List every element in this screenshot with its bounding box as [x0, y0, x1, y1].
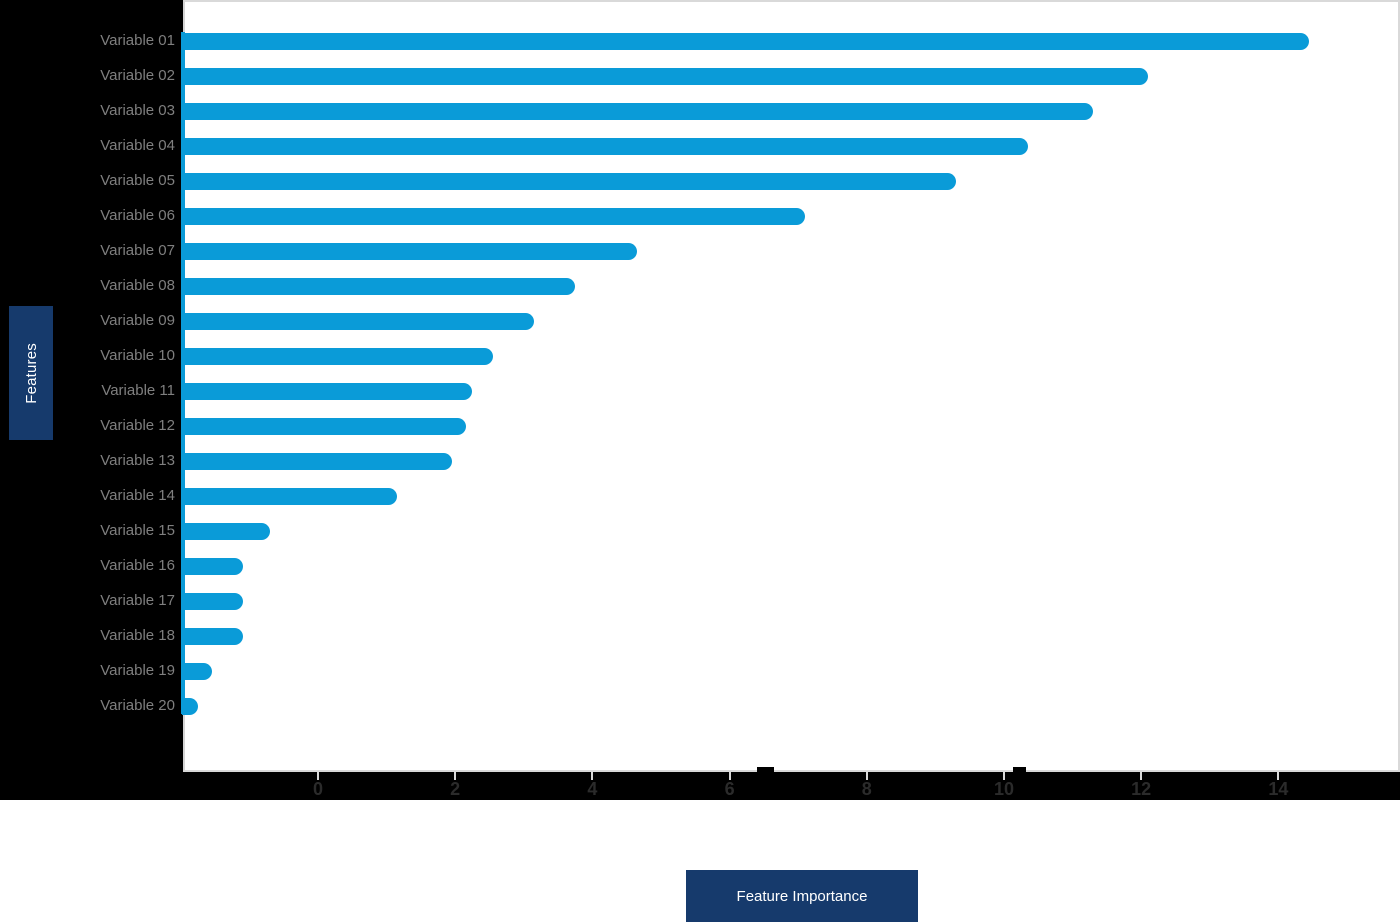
bar-variable-07 [182, 242, 637, 260]
category-label: Variable 12 [100, 417, 175, 434]
category-label: Variable 07 [100, 242, 175, 259]
bar-variable-14 [182, 487, 397, 505]
category-label: Variable 16 [100, 557, 175, 574]
x-tick-mark [728, 772, 731, 780]
category-label: Variable 20 [100, 697, 175, 714]
x-tick-label: 14 [1268, 779, 1289, 799]
category-label: Variable 08 [100, 277, 175, 294]
category-label: Variable 11 [101, 382, 175, 399]
x-axis-title: Feature Importance [736, 887, 868, 905]
bar-variable-11 [182, 382, 473, 400]
bar-variable-19 [182, 662, 212, 680]
bar-variable-05 [182, 172, 956, 190]
category-label: Variable 14 [100, 487, 175, 504]
x-tick-mark [1277, 772, 1280, 780]
x-tick-mark [1140, 772, 1143, 780]
category-label: Variable 02 [100, 67, 175, 84]
y-axis-blue-spine [181, 32, 185, 714]
category-label: Variable 17 [100, 592, 175, 609]
bar-variable-01 [182, 32, 1310, 50]
bottom-black-strip [183, 772, 1400, 800]
x-tick-mark [1003, 772, 1005, 780]
x-axis-title-box: Feature Importance [686, 870, 918, 922]
bar-variable-15 [182, 522, 270, 540]
x-tick-mark [865, 772, 868, 780]
x-tick-label: 12 [1131, 779, 1152, 799]
x-tick-label: 6 [724, 779, 735, 799]
category-label: Variable 19 [100, 662, 175, 679]
x-tick-mark [454, 772, 457, 780]
category-label: Variable 06 [100, 207, 175, 224]
bar-variable-04 [182, 137, 1028, 155]
category-label: Variable 01 [100, 32, 175, 49]
x-tick-label: 4 [587, 779, 598, 799]
category-label: Variable 15 [100, 522, 175, 539]
category-label: Variable 13 [100, 452, 175, 469]
x-tick-label: 0 [312, 779, 323, 799]
x-tick-label: 8 [861, 779, 872, 799]
bar-variable-13 [182, 452, 452, 470]
axis-artifact-mark [757, 767, 774, 773]
bar-variable-10 [182, 347, 493, 365]
bar-variable-20 [182, 697, 198, 715]
y-axis-title: Features [22, 342, 40, 404]
bar-variable-18 [182, 627, 243, 645]
bar-variable-08 [182, 277, 576, 295]
bar-variable-03 [182, 102, 1094, 120]
category-label: Variable 09 [100, 312, 175, 329]
bar-variable-12 [182, 417, 466, 435]
axis-artifact-mark [1013, 767, 1026, 777]
bar-variable-06 [182, 207, 806, 225]
bar-variable-16 [182, 557, 243, 575]
category-label: Variable 18 [100, 627, 175, 644]
bar-variable-09 [182, 312, 535, 330]
category-label: Variable 10 [100, 347, 175, 364]
category-label: Variable 04 [100, 137, 175, 154]
category-label: Variable 03 [100, 102, 175, 119]
bar-variable-02 [182, 67, 1149, 85]
x-tick-label: 2 [450, 779, 461, 799]
x-tick-mark [591, 772, 594, 780]
bar-variable-17 [182, 592, 243, 610]
category-label: Variable 05 [100, 172, 175, 189]
x-tick-mark [317, 772, 319, 780]
y-axis-title-box: Features [9, 306, 53, 440]
x-tick-label: 10 [993, 779, 1015, 799]
